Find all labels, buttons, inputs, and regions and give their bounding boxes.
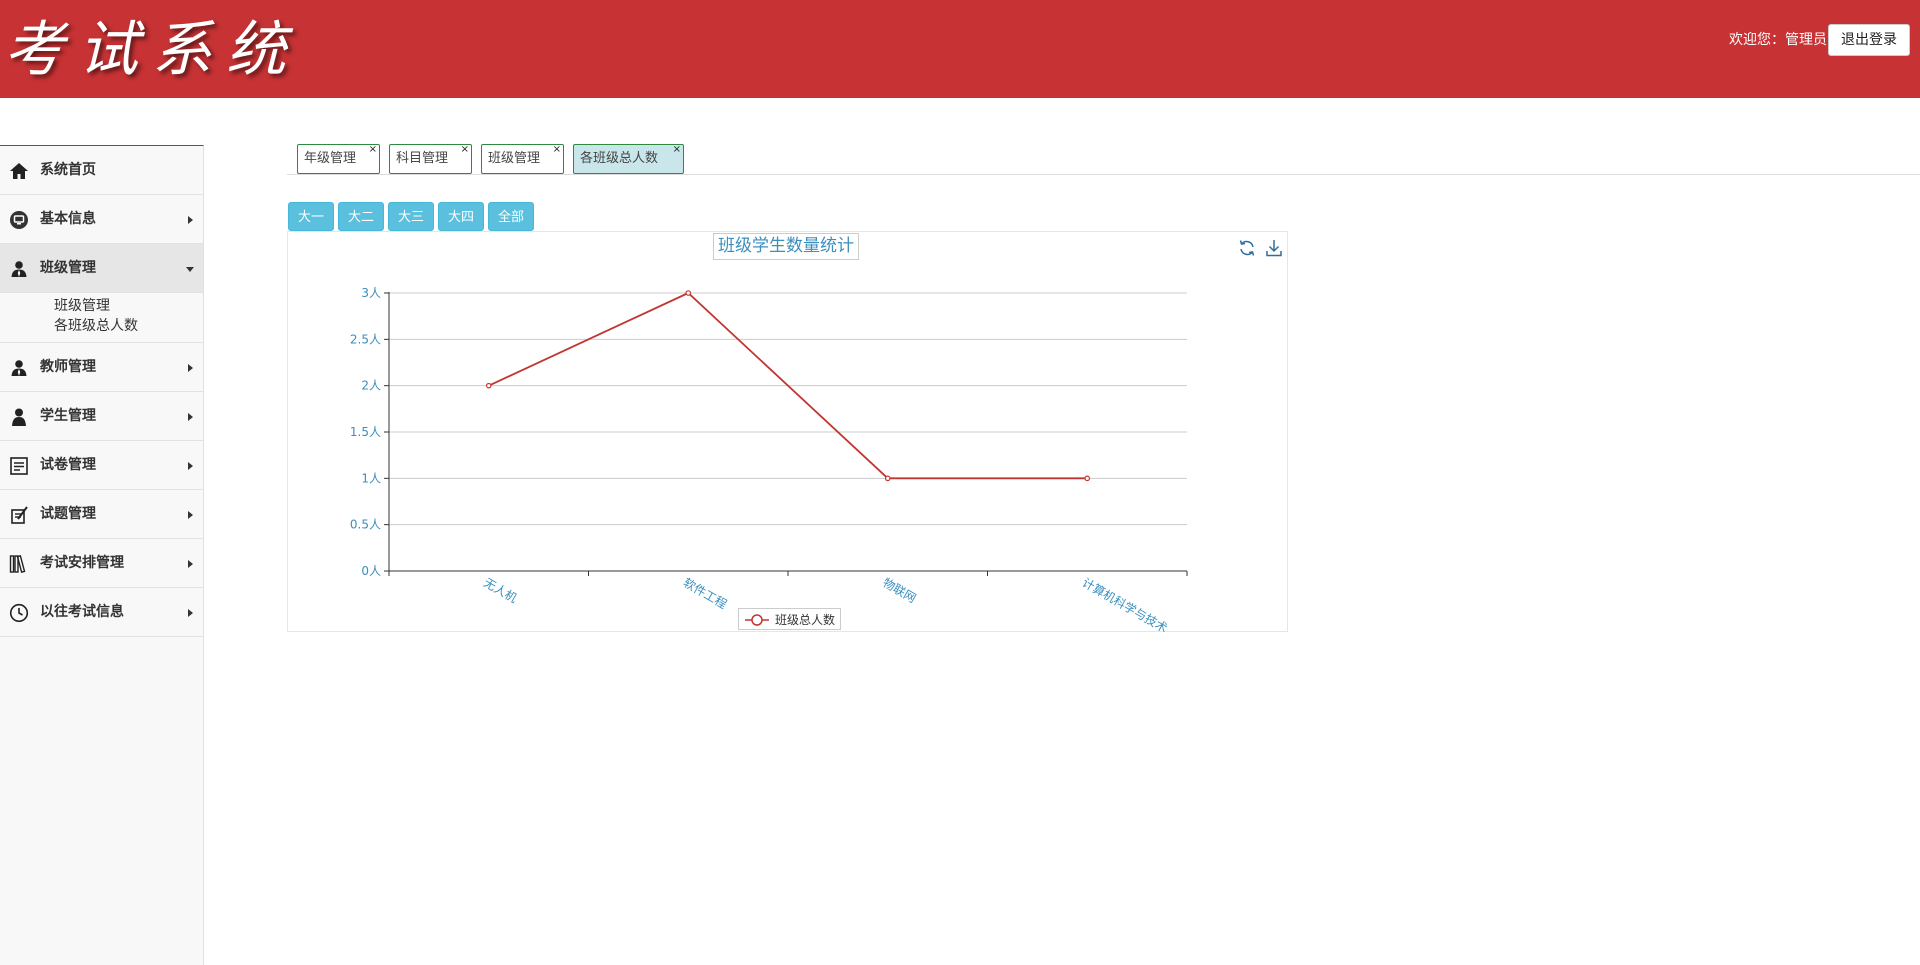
chart-legend[interactable]: 班级总人数 — [738, 608, 842, 630]
sidebar-item-exam-schedule[interactable]: 考试安排管理 — [0, 539, 203, 588]
tab-label: 科目管理 — [396, 151, 449, 166]
grade-button-senior[interactable]: 大四 — [438, 202, 484, 231]
sidebar: 系统首页 基本信息 班级管理 班级管理 各班级总人数 教师管理 学生管理 试卷管… — [0, 145, 204, 965]
sidebar-item-teacher-management[interactable]: 教师管理 — [0, 343, 203, 392]
chevron-right-icon — [188, 216, 193, 224]
chevron-right-icon — [188, 364, 193, 372]
chevron-right-icon — [188, 609, 193, 617]
sidebar-item-label: 以往考试信息 — [40, 604, 124, 620]
app-logo: 考试系统 — [4, 15, 300, 85]
clock-icon — [9, 603, 29, 623]
chart-title: 班级学生数量统计 — [713, 233, 859, 260]
series-line — [488, 291, 1088, 480]
sidebar-item-label: 试卷管理 — [40, 457, 96, 473]
sidebar-item-label: 教师管理 — [40, 359, 96, 375]
y-tick-label: 0人 — [361, 564, 381, 578]
sidebar-item-label: 学生管理 — [40, 408, 96, 424]
y-tick-label: 0.5人 — [350, 518, 381, 532]
grade-button-sophomore[interactable]: 大二 — [338, 202, 384, 231]
sidebar-item-home[interactable]: 系统首页 — [0, 146, 203, 195]
tab-bar-line — [287, 174, 1920, 175]
tab-class-management[interactable]: 班级管理 × — [481, 144, 564, 174]
chevron-right-icon — [188, 511, 193, 519]
data-point — [1084, 475, 1091, 482]
y-tick-label: 2人 — [361, 379, 381, 393]
x-tick-label: 无人机 — [481, 575, 519, 605]
student-icon — [12, 408, 26, 426]
sidebar-item-question-management[interactable]: 试题管理 — [0, 490, 203, 539]
close-icon[interactable]: × — [368, 144, 377, 155]
legend-marker-icon — [745, 614, 769, 626]
submenu-item-class-totals[interactable]: 各班级总人数 — [54, 318, 138, 334]
submenu-item-class-management[interactable]: 班级管理 — [54, 298, 110, 314]
close-icon[interactable]: × — [460, 144, 469, 155]
sidebar-item-past-exams[interactable]: 以往考试信息 — [0, 588, 203, 637]
books-icon — [9, 555, 26, 573]
grade-button-all[interactable]: 全部 — [488, 202, 534, 231]
tab-class-totals[interactable]: 各班级总人数 × — [573, 144, 684, 174]
sidebar-item-label: 试题管理 — [40, 506, 96, 522]
sidebar-item-student-management[interactable]: 学生管理 — [0, 392, 203, 441]
grade-button-freshman[interactable]: 大一 — [288, 202, 334, 231]
x-tick-label: 物联网 — [880, 575, 918, 605]
question-icon — [11, 506, 28, 524]
tab-label: 班级管理 — [488, 151, 541, 166]
tab-label: 年级管理 — [304, 151, 357, 166]
sidebar-item-label: 系统首页 — [40, 162, 96, 178]
close-icon[interactable]: × — [552, 144, 561, 155]
sidebar-item-basic-info[interactable]: 基本信息 — [0, 195, 203, 244]
download-icon[interactable] — [1264, 238, 1284, 258]
welcome-text: 欢迎您：管理员 — [1729, 32, 1827, 48]
class-submenu: 班级管理 各班级总人数 — [0, 293, 203, 343]
refresh-icon[interactable] — [1237, 238, 1257, 258]
user-icon — [11, 261, 27, 277]
teacher-icon — [11, 360, 27, 376]
y-tick-label: 3人 — [361, 286, 381, 300]
chevron-right-icon — [188, 560, 193, 568]
chevron-right-icon — [188, 462, 193, 470]
chart-container: 0人 0.5人 1人 1.5人 2人 2.5人 3人无人机 软件工程 物联网 计算机科学与技术 班… — [287, 231, 1288, 633]
data-point — [884, 475, 891, 482]
logout-button[interactable]: 退出登录 — [1828, 24, 1910, 56]
x-tick-label: 软件工程 — [681, 575, 730, 612]
sidebar-item-label: 基本信息 — [40, 211, 96, 227]
chevron-right-icon — [188, 413, 193, 421]
close-icon[interactable]: × — [672, 144, 681, 155]
y-tick-label: 2.5人 — [350, 332, 381, 346]
grade-button-junior[interactable]: 大三 — [388, 202, 434, 231]
sidebar-item-label: 考试安排管理 — [40, 555, 124, 571]
data-point — [685, 290, 692, 296]
chevron-down-icon — [186, 267, 194, 272]
monitor-icon — [10, 211, 28, 229]
legend-label: 班级总人数 — [775, 613, 836, 627]
tab-subject-management[interactable]: 科目管理 × — [389, 144, 472, 174]
sidebar-item-paper-management[interactable]: 试卷管理 — [0, 441, 203, 490]
home-icon — [10, 163, 28, 179]
data-point — [485, 382, 492, 389]
y-tick-label: 1人 — [361, 471, 381, 485]
sidebar-item-label: 班级管理 — [40, 260, 96, 276]
paper-icon — [10, 457, 28, 475]
y-tick-label: 1.5人 — [350, 425, 381, 439]
sidebar-item-class-management[interactable]: 班级管理 — [0, 244, 203, 293]
tab-grade-management[interactable]: 年级管理 × — [297, 144, 380, 174]
x-tick-label: 计算机科学与技术 — [1080, 575, 1171, 633]
tab-label: 各班级总人数 — [580, 151, 659, 166]
header: 考试系统 欢迎您：管理员 退出登录 — [0, 0, 1920, 98]
